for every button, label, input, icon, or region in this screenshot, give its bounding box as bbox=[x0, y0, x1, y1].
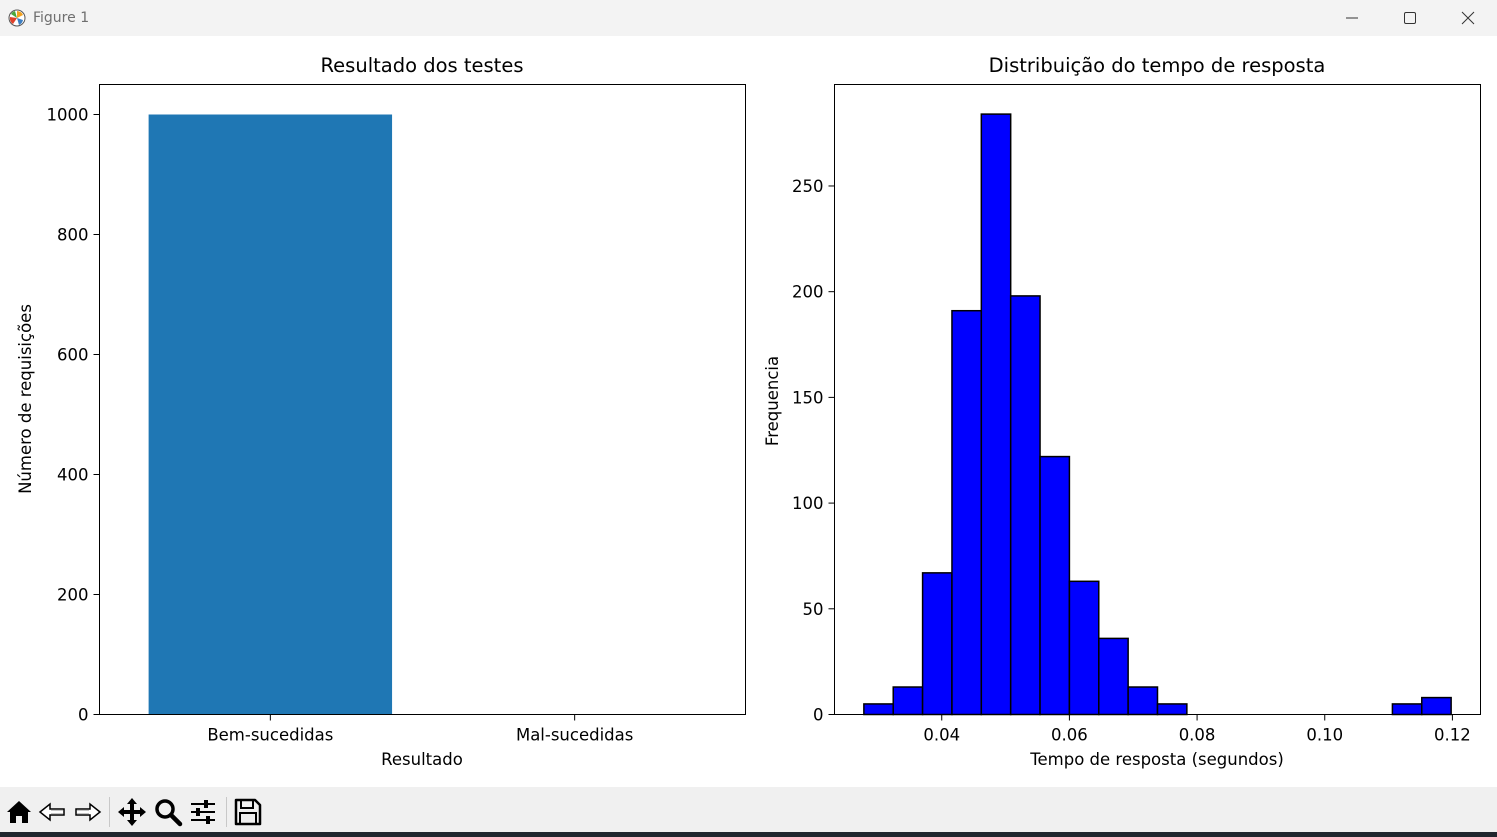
y-tick-label: 1000 bbox=[47, 106, 89, 125]
histogram-bin bbox=[1098, 637, 1129, 716]
zoom-icon bbox=[155, 799, 183, 827]
y-tick-label: 400 bbox=[57, 466, 89, 485]
zoom-button[interactable] bbox=[151, 795, 185, 829]
histogram-bin bbox=[921, 572, 953, 716]
configure-subplots-icon bbox=[191, 800, 215, 824]
maximize-icon bbox=[1404, 12, 1416, 24]
home-button[interactable] bbox=[2, 795, 36, 829]
y-tick-label: 0 bbox=[78, 706, 89, 725]
close-icon bbox=[1461, 11, 1475, 25]
minimize-icon bbox=[1346, 17, 1358, 19]
close-button[interactable] bbox=[1439, 0, 1497, 36]
left-chart-ylabel: Número de requisições bbox=[16, 304, 35, 494]
x-tick-label: Mal-sucedidas bbox=[516, 726, 633, 745]
matplotlib-icon bbox=[8, 9, 26, 27]
right-chart: 0 50 100 150 200 250 0.04 0.06 0.08 0.10 0.12 Dis… bbox=[763, 54, 1481, 769]
histogram-bin bbox=[892, 686, 924, 716]
taskbar-edge bbox=[0, 832, 1497, 837]
y-tick-label: 100 bbox=[792, 494, 824, 513]
y-tick-label: 200 bbox=[57, 586, 89, 605]
x-tick-label: 0.04 bbox=[923, 726, 960, 745]
y-tick-label: 600 bbox=[57, 346, 89, 365]
y-tick-label: 50 bbox=[803, 600, 824, 619]
minimize-button[interactable] bbox=[1323, 0, 1381, 36]
histogram-bin bbox=[1009, 295, 1041, 716]
left-chart-frame bbox=[99, 84, 746, 715]
right-chart-xlabel: Tempo de resposta (segundos) bbox=[1029, 750, 1284, 769]
y-tick-label: 0 bbox=[813, 706, 824, 725]
back-icon bbox=[38, 802, 65, 822]
bar-bem-sucedidas bbox=[148, 114, 393, 715]
left-chart-xlabel: Resultado bbox=[381, 750, 463, 769]
histogram-bin bbox=[1391, 703, 1423, 716]
pan-icon bbox=[118, 798, 146, 826]
toolbar-separator bbox=[226, 797, 227, 827]
y-tick-label: 200 bbox=[792, 283, 824, 302]
histogram-bin bbox=[1068, 580, 1100, 716]
histogram-bin bbox=[1156, 703, 1188, 716]
x-tick-label: Bem-sucedidas bbox=[207, 726, 333, 745]
histogram-bin bbox=[951, 309, 983, 716]
forward-icon bbox=[75, 802, 102, 822]
figure-canvas[interactable]: 0 200 400 600 800 1000 Bem-sucedidas Mal-suced… bbox=[0, 36, 1497, 787]
histogram-bin bbox=[1039, 455, 1071, 716]
y-tick-label: 250 bbox=[792, 177, 824, 196]
left-chart: 0 200 400 600 800 1000 Bem-sucedidas Mal-suced… bbox=[16, 54, 746, 769]
histogram-bin bbox=[1421, 696, 1452, 716]
back-button[interactable] bbox=[36, 795, 70, 829]
right-chart-title: Distribuição do tempo de resposta bbox=[989, 54, 1326, 77]
home-icon bbox=[7, 801, 31, 823]
right-chart-ylabel: Frequencia bbox=[763, 356, 782, 446]
pan-button[interactable] bbox=[115, 795, 149, 829]
x-tick-label: 0.10 bbox=[1306, 726, 1343, 745]
left-chart-title: Resultado dos testes bbox=[321, 54, 524, 77]
navigation-toolbar bbox=[0, 787, 1497, 837]
histogram-bin bbox=[980, 113, 1012, 716]
histogram-bin bbox=[863, 703, 894, 716]
histogram-bin bbox=[1127, 686, 1159, 716]
y-tick-label: 150 bbox=[792, 388, 824, 407]
maximize-button[interactable] bbox=[1381, 0, 1439, 36]
toolbar-separator bbox=[109, 797, 110, 827]
y-tick-label: 800 bbox=[57, 226, 89, 245]
right-chart-frame bbox=[834, 84, 1481, 715]
x-tick-label: 0.06 bbox=[1051, 726, 1088, 745]
window-title: Figure 1 bbox=[33, 10, 90, 26]
window-titlebar: Figure 1 bbox=[0, 0, 1497, 36]
save-icon bbox=[234, 798, 262, 826]
configure-subplots-button[interactable] bbox=[186, 795, 220, 829]
forward-button[interactable] bbox=[70, 795, 104, 829]
x-tick-label: 0.08 bbox=[1179, 726, 1216, 745]
save-button[interactable] bbox=[231, 795, 265, 829]
x-tick-label: 0.12 bbox=[1434, 726, 1471, 745]
